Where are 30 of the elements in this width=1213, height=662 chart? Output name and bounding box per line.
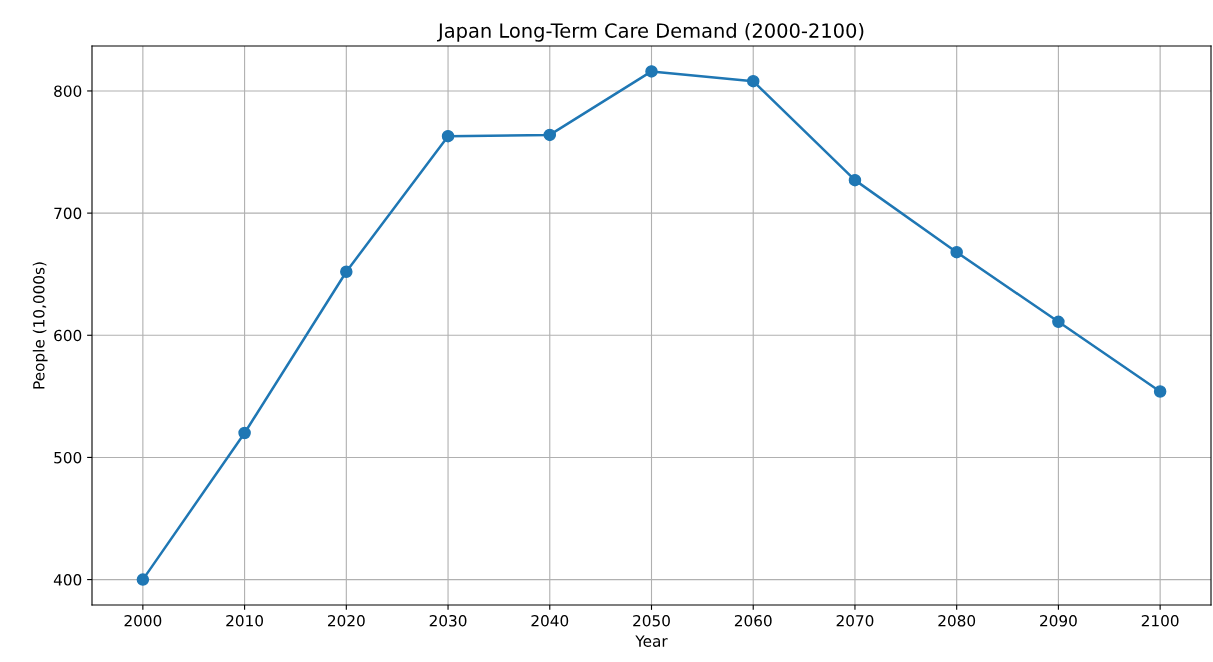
y-tick-label: 400 <box>53 574 82 586</box>
point <box>543 128 557 142</box>
point <box>1052 315 1065 329</box>
x-axis-title: Year <box>635 635 668 647</box>
point <box>340 265 353 279</box>
x-tick-label: 2040 <box>531 614 569 627</box>
x-tick-label: 2100 <box>1141 614 1179 627</box>
point <box>441 129 455 143</box>
x-tick-label: 2050 <box>633 614 670 627</box>
point <box>746 74 760 88</box>
chart-title: Japan Long-Term Care Demand (2000-2100) <box>436 22 864 42</box>
x-tick-label: 2020 <box>328 614 365 627</box>
x-tick-label: 2070 <box>836 614 874 627</box>
y-tick-label: 500 <box>54 451 82 464</box>
y-axis-title: People (10,000s) <box>32 262 48 389</box>
x-tick-label: 2090 <box>1040 614 1077 627</box>
x-tick-label: 2030 <box>429 614 467 627</box>
point <box>238 426 251 440</box>
y-tick-label: 700 <box>54 207 82 220</box>
point <box>848 173 862 187</box>
x-tick-label: 2060 <box>734 614 772 627</box>
point <box>950 245 963 259</box>
point <box>136 573 150 586</box>
x-tick-label: 2010 <box>226 614 264 627</box>
x-tick-label: 2080 <box>938 614 976 627</box>
y-tick-label: 800 <box>54 85 82 97</box>
point <box>645 65 658 78</box>
point <box>1153 385 1167 398</box>
y-tick-label: 600 <box>54 329 82 342</box>
x-tick-label: 2000 <box>124 614 162 627</box>
